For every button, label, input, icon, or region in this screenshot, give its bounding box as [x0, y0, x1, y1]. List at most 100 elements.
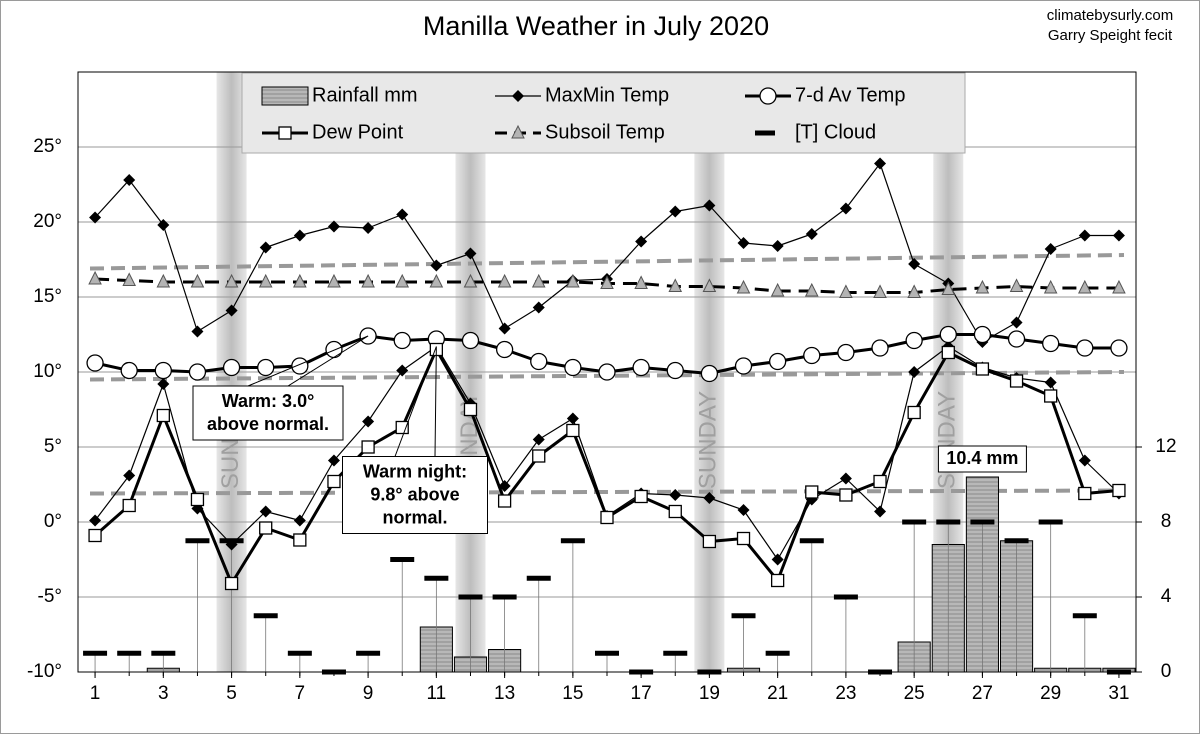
legend-marker [512, 90, 524, 102]
legend-label: Rainfall mm [312, 84, 418, 106]
marker [839, 202, 852, 215]
x-tick-label: 19 [699, 683, 720, 704]
marker [566, 412, 579, 425]
marker [874, 157, 887, 170]
marker [89, 211, 102, 224]
marker [1112, 483, 1126, 498]
marker [293, 273, 307, 288]
legend-label: Subsoil Temp [545, 121, 665, 143]
marker [734, 357, 753, 375]
x-tick-label: 7 [295, 683, 306, 704]
annotation: 9.8° above [370, 484, 459, 504]
marker [669, 205, 682, 218]
marker [154, 361, 172, 380]
marker [803, 346, 821, 365]
marker [600, 275, 614, 289]
marker [293, 514, 306, 527]
marker [86, 354, 104, 372]
marker [495, 340, 514, 359]
marker [222, 358, 241, 377]
x-tick-label: 15 [562, 683, 583, 704]
y-tick-label: -10° [27, 661, 62, 682]
marker [1007, 330, 1026, 348]
marker [157, 219, 170, 231]
marker [530, 352, 548, 371]
marker [258, 273, 273, 288]
callout [247, 335, 369, 387]
legend-label: Dew Point [312, 121, 404, 143]
annotation-box [192, 385, 344, 441]
x-tick-label: 1 [90, 683, 101, 704]
marker [1078, 454, 1091, 467]
marker [669, 489, 682, 501]
marker [122, 272, 137, 286]
marker [224, 576, 239, 591]
marker [156, 408, 170, 423]
marker [905, 331, 923, 350]
marker [703, 199, 716, 212]
marker [497, 273, 512, 288]
marker [293, 229, 306, 242]
marker [871, 339, 889, 357]
x-tick-label: 11 [426, 683, 446, 704]
marker [191, 325, 204, 338]
marker [907, 284, 921, 298]
legend-box [241, 72, 966, 154]
legend-marker [278, 126, 292, 140]
marker [1078, 486, 1092, 501]
marker [430, 259, 443, 272]
marker [395, 273, 410, 288]
annotation: normal. [382, 507, 447, 527]
marker [666, 361, 684, 380]
legend-marker [511, 124, 525, 139]
marker [190, 492, 205, 507]
marker [873, 284, 887, 298]
marker [1044, 243, 1057, 255]
marker [1009, 374, 1024, 388]
marker [907, 405, 921, 420]
marker [702, 278, 717, 292]
marker [1076, 339, 1094, 357]
marker [737, 237, 750, 249]
marker [770, 573, 785, 588]
marker [566, 423, 580, 438]
marker [939, 325, 957, 344]
marker [635, 235, 648, 248]
marker [634, 489, 648, 504]
chart-title: Manilla Weather in July 2020 [423, 11, 769, 41]
y-tick-label: 0° [44, 511, 62, 532]
marker [839, 284, 853, 298]
marker [396, 208, 409, 221]
marker [1042, 334, 1060, 353]
marker [566, 273, 580, 288]
legend-marker [759, 87, 777, 105]
marker [532, 433, 545, 446]
legend-label: MaxMin Temp [545, 84, 669, 106]
marker [600, 510, 614, 525]
marker [122, 498, 136, 513]
legend-swatch [261, 86, 309, 106]
marker [668, 278, 683, 292]
marker [224, 273, 239, 288]
y-tick-label: 5° [44, 436, 62, 457]
x-tick-label: 5 [226, 683, 237, 704]
marker [225, 538, 238, 551]
marker [429, 273, 444, 288]
marker [190, 273, 205, 288]
normal-line [89, 488, 1125, 496]
credit: Garry Speight fecit [1048, 27, 1173, 44]
marker [1110, 339, 1128, 357]
marker [941, 281, 956, 295]
marker [463, 402, 478, 417]
marker [259, 241, 272, 254]
marker [805, 485, 819, 499]
marker [771, 240, 784, 252]
marker [362, 222, 375, 234]
marker [393, 331, 411, 350]
marker [88, 270, 102, 285]
marker [123, 174, 136, 186]
y2-tick-label: 0 [1161, 661, 1172, 682]
x-tick-label: 31 [1108, 683, 1129, 704]
credit: climatebysurly.com [1047, 7, 1173, 24]
